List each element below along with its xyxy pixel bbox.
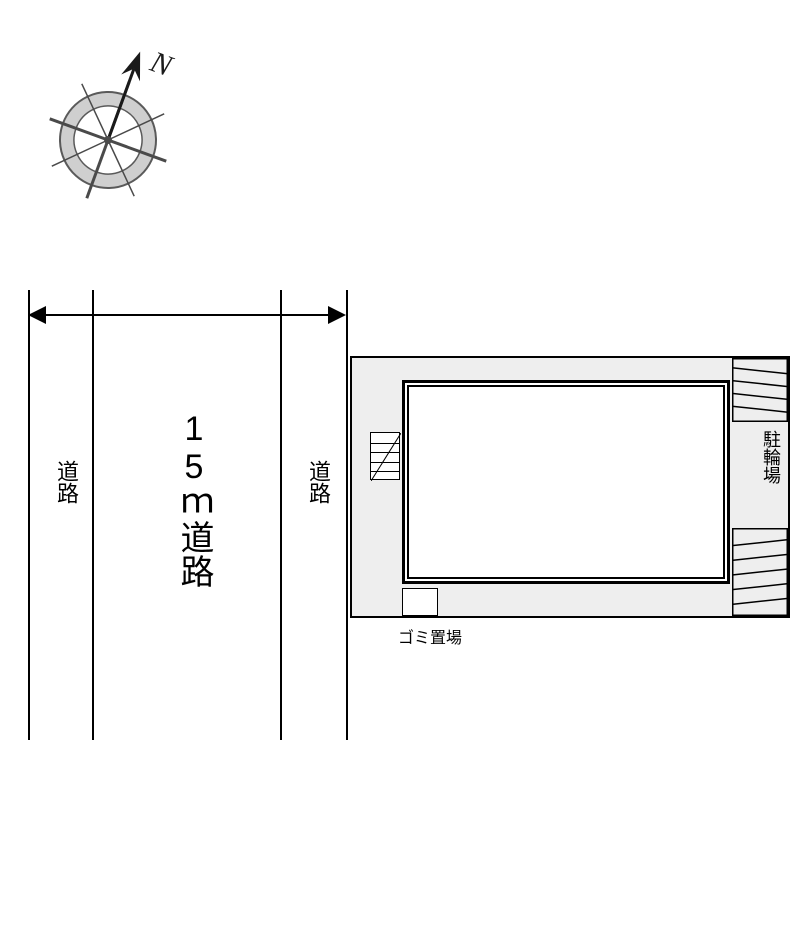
hatch-icon xyxy=(732,528,788,616)
road-label-center: 15ｍ道路 xyxy=(170,410,219,588)
building-frame-icon xyxy=(402,380,730,584)
road-label-right: 道路 xyxy=(302,460,334,504)
site-plan: N 道路 15ｍ道路 道路 ゴミ置場 駐輪場 xyxy=(0,0,800,940)
road-edge-line xyxy=(280,290,282,740)
road-edge-line xyxy=(92,290,94,740)
road-edge-line xyxy=(28,290,30,740)
arrowhead-left-icon xyxy=(28,306,46,324)
hatch-icon xyxy=(732,358,788,422)
bike-parking-label: 駐輪場 xyxy=(758,430,784,484)
stairs-icon xyxy=(370,432,400,480)
dimension-arrow xyxy=(30,314,344,316)
arrowhead-right-icon xyxy=(328,306,346,324)
trash-area-label: ゴミ置場 xyxy=(398,624,462,648)
road-label-left: 道路 xyxy=(50,460,82,504)
trash-area-box xyxy=(402,588,438,616)
bike-parking-lower xyxy=(732,528,788,616)
road-edge-line xyxy=(346,290,348,740)
building-outline xyxy=(402,380,730,584)
bike-parking-upper xyxy=(732,358,788,422)
svg-text:N: N xyxy=(145,45,178,84)
